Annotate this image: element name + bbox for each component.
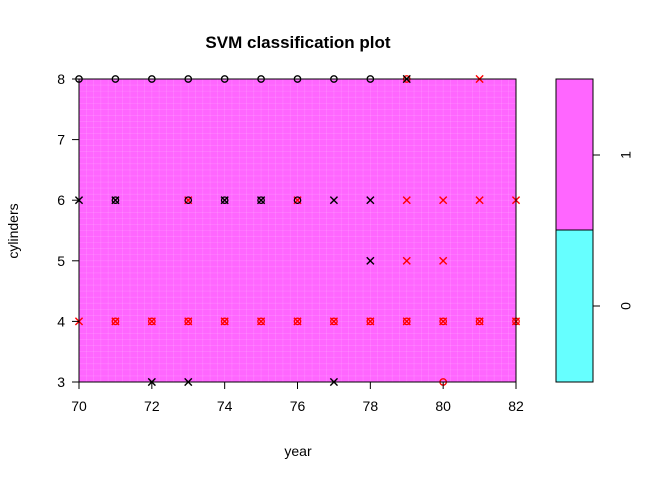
sampling-grid: [79, 79, 516, 382]
data-point: [184, 196, 193, 205]
data-point: [111, 317, 120, 326]
x-tick-label: 80: [435, 398, 451, 414]
legend-label-0: 0: [618, 302, 634, 310]
data-point: [475, 317, 484, 326]
data-point: [147, 317, 156, 326]
legend-swatch-0: [555, 229, 594, 383]
y-tick-label: 5: [57, 253, 65, 269]
y-tick-label: 7: [57, 132, 65, 148]
data-point: [402, 317, 411, 326]
support-vector-point: [329, 196, 339, 205]
legend-swatch-1: [555, 78, 594, 231]
data-point: [257, 317, 265, 326]
y-tick-label: 3: [57, 374, 65, 390]
chart-title: SVM classification plot: [205, 33, 390, 52]
data-point: [220, 317, 229, 326]
y-tick-label: 4: [57, 313, 65, 329]
y-axis: 3 4 5 6 7 8: [57, 71, 80, 390]
data-point: [366, 317, 375, 326]
data-point: [293, 196, 302, 205]
data-point: [111, 196, 120, 205]
class-legend: 0 1: [555, 78, 634, 383]
x-tick-label: 76: [290, 398, 306, 414]
support-vector-point: [439, 196, 448, 205]
x-tick-label: 72: [144, 398, 160, 414]
x-tick-label: 82: [508, 398, 524, 414]
data-point: [330, 317, 338, 326]
y-axis-label: cylinders: [5, 203, 21, 258]
support-vector-point: [366, 196, 375, 205]
support-vector-point: [475, 196, 484, 205]
y-tick-label: 6: [57, 192, 65, 208]
x-tick-label: 70: [71, 398, 87, 414]
support-vector-point: [402, 196, 411, 205]
data-point: [439, 317, 448, 326]
support-vector-point: [402, 256, 411, 265]
data-point: [184, 317, 193, 326]
support-vector-point: [366, 256, 375, 265]
support-vector-point: [111, 196, 120, 205]
x-axis: 70 72 74 76 78 80 82: [71, 381, 524, 414]
decision-region: [79, 79, 516, 382]
legend-label-1: 1: [618, 151, 634, 159]
support-vector-point: [439, 256, 448, 265]
x-axis-label: year: [284, 443, 312, 459]
data-point: [257, 196, 265, 205]
x-tick-label: 74: [217, 398, 233, 414]
x-tick-label: 78: [363, 398, 379, 414]
y-tick-label: 8: [57, 71, 65, 87]
data-point: [293, 317, 302, 326]
data-point: [220, 196, 229, 205]
